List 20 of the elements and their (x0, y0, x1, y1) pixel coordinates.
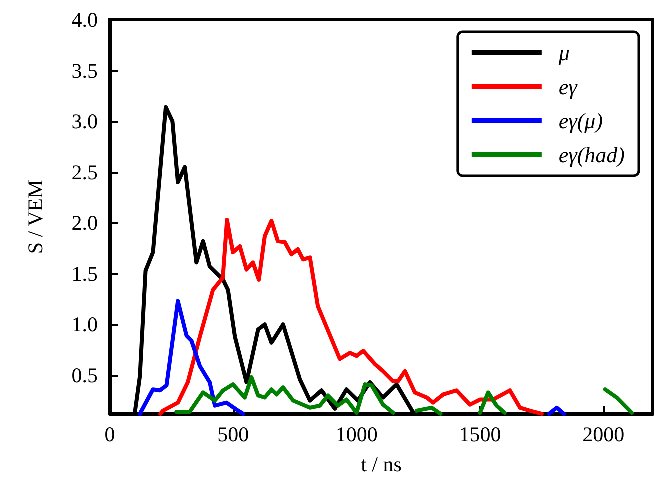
y-tick-label: 2.5 (72, 160, 98, 184)
legend-label: eγ(had) (558, 142, 626, 168)
y-tick-label: 3.0 (72, 110, 98, 134)
x-tick-label: 1500 (459, 422, 502, 446)
x-tick-label: 2000 (582, 422, 625, 446)
x-tick-label: 500 (218, 422, 250, 446)
x-tick-label: 0 (104, 422, 116, 446)
legend-label: μ (558, 40, 570, 66)
y-tick-label: 4.0 (72, 8, 98, 32)
x-axis-title: t / ns (361, 452, 402, 476)
line-series (158, 218, 544, 416)
y-tick-label: 0.5 (72, 363, 98, 388)
y-axis-title: S / VEM (24, 180, 48, 254)
legend-label: eγ (558, 74, 579, 100)
y-tick-label: 1.0 (72, 312, 98, 337)
legend-label: eγ(μ) (558, 108, 604, 134)
y-tick-label: 2.0 (72, 211, 98, 236)
y-tick-label: 3.5 (72, 58, 98, 83)
y-tick-label: 1.5 (72, 262, 98, 286)
x-tick-label: 1000 (336, 422, 378, 446)
